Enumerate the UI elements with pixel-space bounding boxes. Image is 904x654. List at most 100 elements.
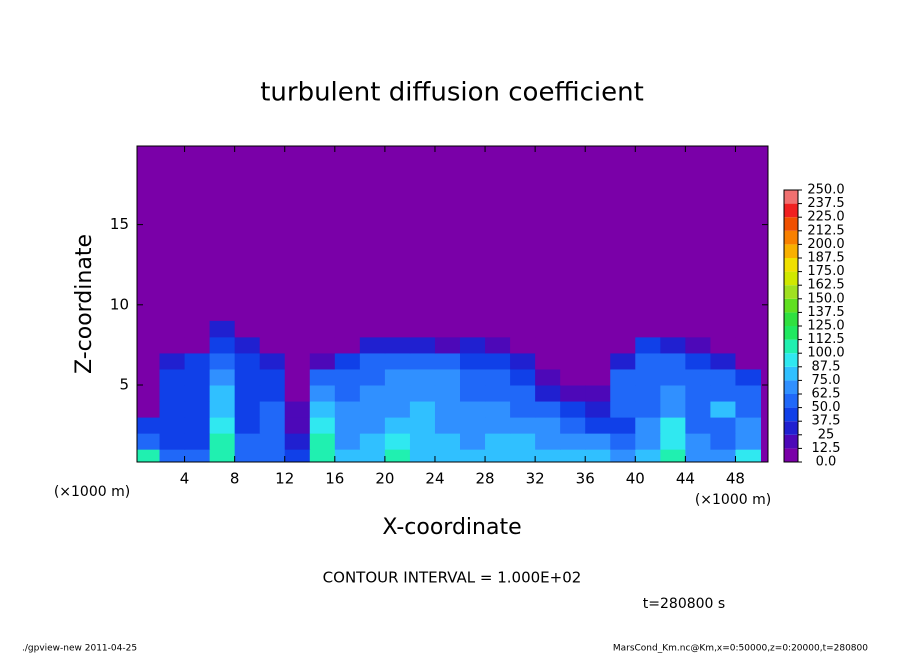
field-cell	[685, 417, 711, 434]
colorbar-band	[784, 190, 798, 204]
x-tick-label: 44	[676, 470, 695, 488]
colorbar-label: 212.5	[807, 223, 844, 238]
field-cell	[485, 417, 511, 434]
field-cell	[137, 320, 161, 338]
field-cell	[460, 352, 486, 370]
field-cell	[209, 352, 236, 370]
field-cell	[635, 352, 661, 370]
field-cell	[685, 336, 711, 354]
x-tick-label: 32	[526, 470, 545, 488]
field-cell	[309, 352, 336, 370]
field-cell	[409, 336, 436, 354]
footer: MarsCond_Km.nc@Km,x=0:50000,z=0:20000,t=…	[613, 644, 868, 654]
field-cell	[635, 401, 661, 418]
field-cell	[137, 417, 161, 434]
field-cell	[309, 336, 336, 354]
x-tick-label: 48	[726, 470, 745, 488]
field-cell	[159, 433, 186, 450]
field-cell	[685, 449, 711, 462]
field-cell	[610, 368, 636, 386]
field-cell	[234, 385, 261, 402]
field-cell	[259, 368, 286, 386]
field-cell	[259, 417, 286, 434]
field-cell	[359, 336, 386, 354]
colorbar-label: 250.0	[807, 183, 844, 198]
field-cell	[585, 385, 611, 402]
field-cell	[184, 433, 211, 450]
field-cell	[334, 336, 361, 354]
field-cell	[259, 385, 286, 402]
field-cell	[259, 352, 286, 370]
field-cell	[359, 320, 386, 338]
field-cell	[535, 433, 561, 450]
x-tick-label: 24	[425, 470, 444, 488]
field-cell	[384, 320, 411, 338]
colorbar-band	[784, 230, 798, 245]
field-cell	[259, 320, 286, 338]
colorbar-band	[784, 217, 798, 231]
colorbar-band	[784, 448, 798, 462]
x-axis-label: X-coordinate	[382, 515, 521, 540]
field-cell	[409, 417, 436, 434]
field-cell	[710, 433, 736, 450]
colorbar-label: 112.5	[807, 332, 844, 347]
field-cell	[560, 401, 586, 418]
field-cell	[384, 352, 411, 370]
field-cell	[710, 352, 736, 370]
field-cell	[359, 417, 386, 434]
field-cell	[460, 433, 486, 450]
field-cell	[485, 320, 511, 338]
field-cell	[284, 433, 311, 450]
field-cell	[184, 417, 211, 434]
colorbar-label: 0.0	[816, 455, 837, 470]
field-cell	[660, 417, 686, 434]
field-cell	[535, 401, 561, 418]
field-cell	[735, 385, 761, 402]
field-cell	[159, 449, 186, 462]
field-cell	[510, 352, 536, 370]
field-cell	[184, 320, 211, 338]
field-cell	[334, 320, 361, 338]
field-cell	[535, 320, 561, 338]
field-cell	[359, 352, 386, 370]
field-cell	[159, 320, 186, 338]
field-cell	[184, 336, 211, 354]
field-cell	[710, 320, 736, 338]
field-cell	[585, 336, 611, 354]
field-cell	[635, 385, 661, 402]
field-cell	[460, 368, 486, 386]
field-cell	[159, 417, 186, 434]
field-cell	[209, 320, 236, 338]
field-cell	[234, 449, 261, 462]
colorbar-label: 175.0	[807, 264, 844, 279]
y-axis-label: Z-coordinate	[72, 234, 97, 374]
field-cell	[510, 368, 536, 386]
colorbar-band	[784, 312, 798, 326]
field-cell	[359, 368, 386, 386]
field-cell	[209, 449, 236, 462]
field-cell	[560, 385, 586, 402]
colorbar-band	[784, 271, 798, 286]
colorbar-label: 87.5	[812, 359, 841, 374]
field-cell	[560, 433, 586, 450]
colorbar-band	[784, 380, 798, 394]
field-cell	[434, 352, 461, 370]
colorbar-label: 200.0	[807, 237, 844, 252]
colorbar-label: 62.5	[812, 387, 841, 402]
field-cell	[635, 368, 661, 386]
field-cell	[209, 385, 236, 402]
field-cell	[384, 449, 411, 462]
field-cell	[535, 385, 561, 402]
field-cell	[685, 352, 711, 370]
field-cell	[735, 401, 761, 418]
field-cell	[334, 385, 361, 402]
field-cell	[460, 401, 486, 418]
field-cell	[384, 336, 411, 354]
field-cell	[159, 352, 186, 370]
field-cell	[434, 449, 461, 462]
footer: ./gpview-new 2011-04-25	[22, 644, 137, 654]
field-cell	[635, 417, 661, 434]
field-cell	[560, 449, 586, 462]
x-tick-label: 40	[626, 470, 645, 488]
field-cell	[309, 385, 336, 402]
